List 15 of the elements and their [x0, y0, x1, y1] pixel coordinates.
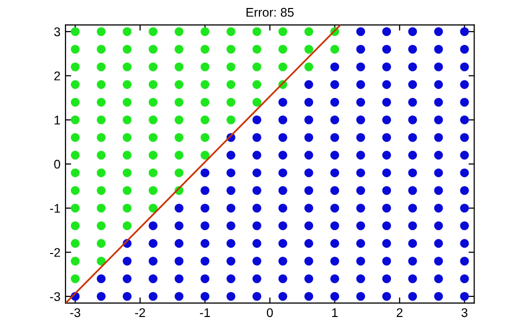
y-tick-label: 0 [54, 160, 60, 169]
chart-title: Error: 85 [246, 8, 294, 17]
y-tick-label: -2 [50, 248, 60, 257]
x-tick-label: -3 [70, 308, 80, 318]
x-tick-label: 1 [332, 308, 338, 317]
x-tick-label: 3 [461, 308, 468, 318]
y-tick-label: 1 [54, 116, 60, 124]
y-tick-label: -1 [50, 204, 60, 213]
y-tick-label: 3 [54, 27, 60, 36]
y-tick-label: 2 [54, 72, 60, 80]
x-tick-label: -2 [135, 308, 146, 317]
x-tick-label: -1 [200, 308, 210, 317]
x-tick-label: 0 [266, 308, 273, 318]
y-tick-label: -3 [50, 292, 60, 302]
x-tick-label: 2 [396, 308, 402, 317]
